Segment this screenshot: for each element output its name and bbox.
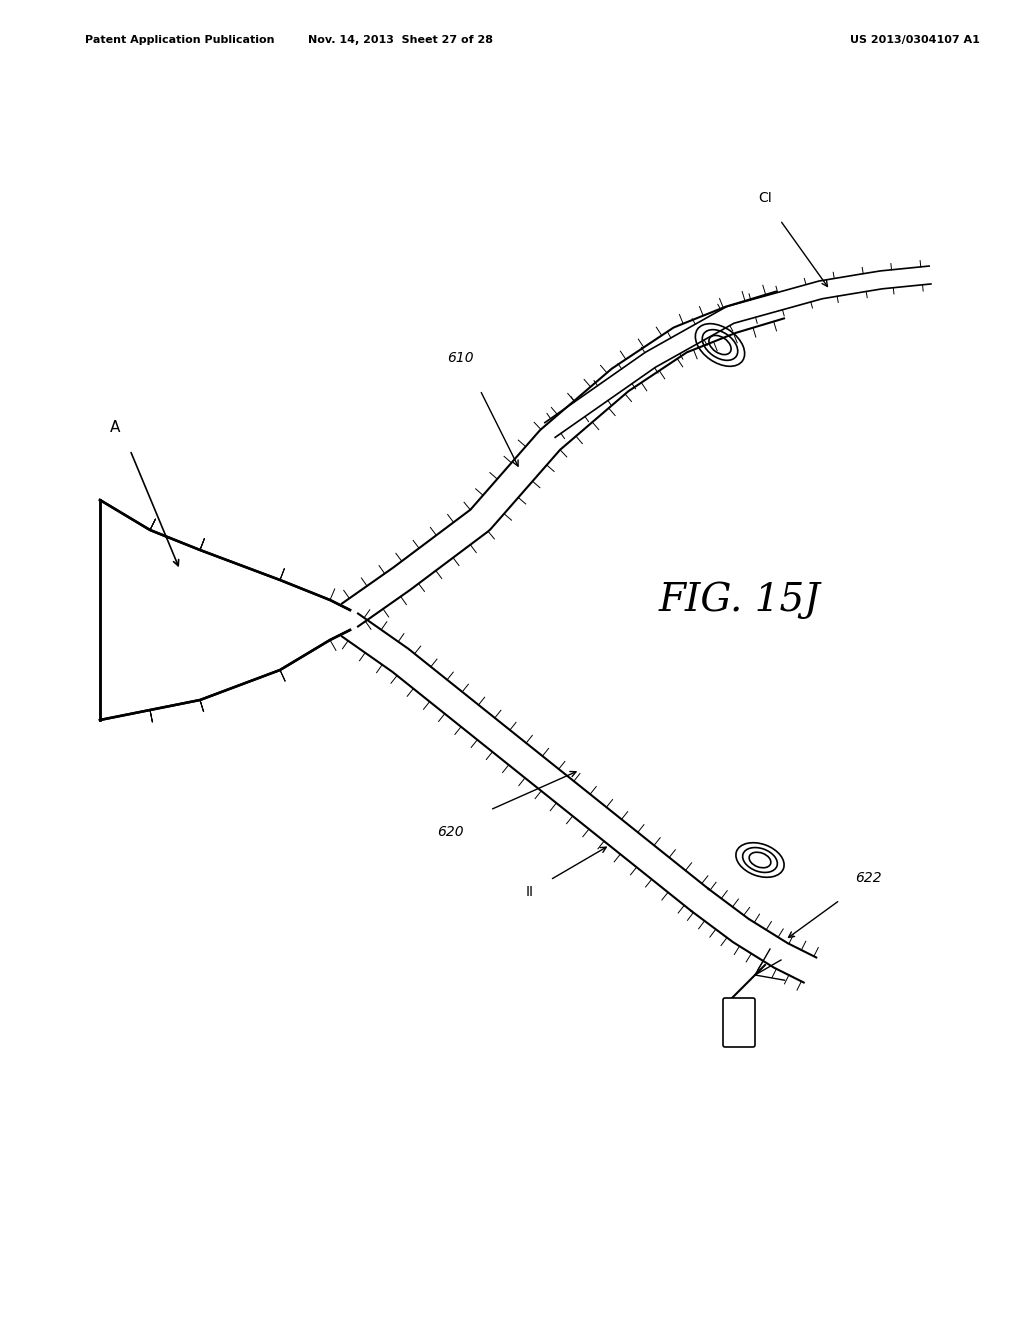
Polygon shape [100, 500, 350, 719]
Polygon shape [342, 614, 709, 911]
Text: A: A [110, 420, 120, 436]
Text: Patent Application Publication: Patent Application Publication [85, 36, 274, 45]
Text: US 2013/0304107 A1: US 2013/0304107 A1 [850, 36, 980, 45]
Polygon shape [545, 267, 931, 437]
Text: 610: 610 [446, 351, 473, 366]
Text: 620: 620 [436, 825, 463, 840]
Text: FIG. 15J: FIG. 15J [659, 581, 821, 619]
FancyBboxPatch shape [723, 998, 755, 1047]
Polygon shape [342, 292, 784, 627]
Text: II: II [526, 884, 534, 899]
Text: Nov. 14, 2013  Sheet 27 of 28: Nov. 14, 2013 Sheet 27 of 28 [307, 36, 493, 45]
Text: CI: CI [758, 191, 772, 205]
Text: 622: 622 [855, 871, 882, 884]
Polygon shape [691, 888, 816, 982]
